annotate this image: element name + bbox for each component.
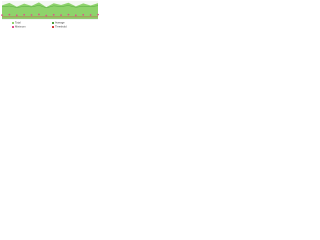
marker [52,13,55,16]
marker [15,14,18,17]
legend-label: Average [55,21,65,25]
marker [67,13,70,16]
marker [1,14,3,17]
marker [74,14,77,17]
page: {"chart_data": {"type": "area", "categor… [0,0,100,32]
marker [60,14,62,17]
marker [89,14,92,16]
chart: Total Average Minimum Threshold [1,1,99,29]
legend-swatch [12,26,14,28]
marker [97,13,99,16]
marker [45,14,48,17]
marker [38,13,40,16]
line [1,5,99,9]
marker [30,14,33,16]
legend-label: Threshold [55,25,67,29]
legend-label: Minimum [15,25,26,29]
legend-swatch [52,22,54,24]
legend-swatch [12,22,14,24]
legend-label: Total [15,21,21,25]
marker [23,13,26,16]
legend-swatch [52,26,54,28]
marker [8,13,11,16]
marker [82,13,85,16]
